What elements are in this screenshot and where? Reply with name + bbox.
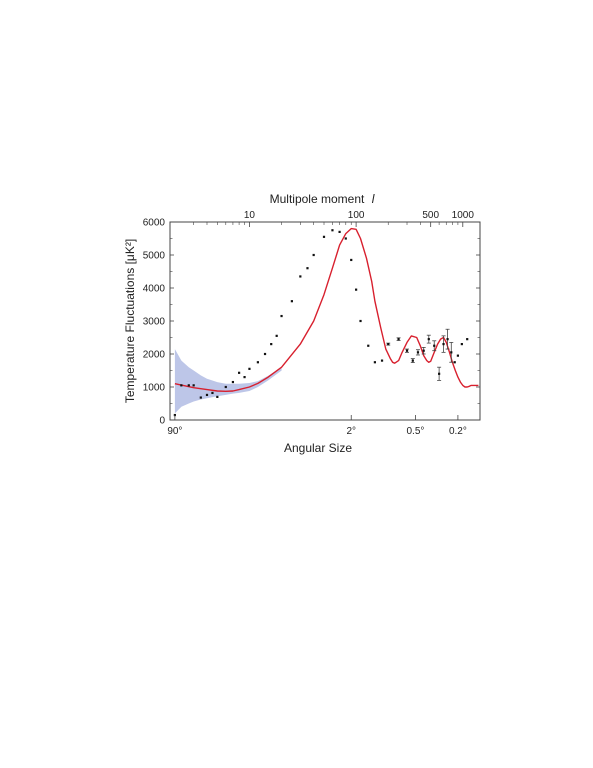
data-point xyxy=(350,258,353,262)
data-point xyxy=(338,230,341,233)
data-points-layer xyxy=(173,229,469,417)
top-axis-title-symbol: l xyxy=(372,192,375,206)
data-point xyxy=(344,237,347,240)
data-point xyxy=(446,338,449,341)
data-point xyxy=(270,343,273,346)
data-point xyxy=(216,395,219,398)
cosmic-variance-band xyxy=(174,349,282,414)
data-point xyxy=(442,343,445,346)
data-point xyxy=(460,343,463,346)
x-tick-label: 0.5° xyxy=(407,426,425,437)
data-point xyxy=(192,384,195,387)
data-point xyxy=(427,338,430,341)
data-point xyxy=(405,349,409,352)
y-tick-label: 6000 xyxy=(143,218,166,229)
data-point xyxy=(397,338,400,341)
top-tick-label: 1000 xyxy=(452,210,475,221)
data-point xyxy=(238,371,241,374)
data-point xyxy=(280,314,283,318)
data-point xyxy=(456,354,460,357)
data-point xyxy=(453,361,456,364)
data-point xyxy=(263,352,267,356)
data-point xyxy=(306,267,309,270)
data-point xyxy=(450,351,453,354)
data-point xyxy=(231,380,235,384)
data-point xyxy=(331,229,334,232)
data-point xyxy=(438,372,441,375)
y-tick-label: 3000 xyxy=(143,317,166,328)
data-point xyxy=(290,300,293,303)
y-tick-label: 5000 xyxy=(143,251,166,262)
x-tick-label: 0.2° xyxy=(449,426,467,437)
data-point xyxy=(367,344,370,347)
x-tick-label: 90° xyxy=(167,426,182,437)
data-point xyxy=(256,361,259,364)
ticks-layer: 0 1000 2000 3000 4000 5000 6000 10 100 500 1000 90°… xyxy=(143,210,480,437)
cosmic-variance-band-layer xyxy=(174,349,282,414)
data-point xyxy=(416,351,420,354)
data-point xyxy=(211,391,214,395)
x-axis-title: Angular Size xyxy=(284,441,352,455)
top-tick-label: 100 xyxy=(348,210,365,221)
model-curve-layer xyxy=(174,227,479,392)
data-point xyxy=(243,376,246,379)
top-axis-title: Multipole moment l xyxy=(270,192,375,206)
data-point xyxy=(199,396,202,399)
y-tick-label: 2000 xyxy=(143,350,166,361)
data-point xyxy=(355,288,358,291)
top-tick-label: 10 xyxy=(244,210,256,221)
data-point xyxy=(180,384,183,387)
data-point xyxy=(205,393,209,397)
y-tick-label: 1000 xyxy=(143,383,166,394)
data-point xyxy=(387,343,390,346)
y-tick-label: 0 xyxy=(159,416,165,427)
y-axis-title: Temperature Fluctuations [μK²] xyxy=(123,239,137,403)
model-curve xyxy=(174,227,479,392)
data-point xyxy=(312,253,315,257)
data-point xyxy=(248,367,251,370)
data-point xyxy=(359,319,362,323)
data-point xyxy=(187,384,190,387)
y-tick-label: 4000 xyxy=(143,284,166,295)
data-point xyxy=(322,235,326,238)
data-point xyxy=(299,275,302,278)
data-point xyxy=(433,344,436,347)
x-tick-label: 2° xyxy=(346,426,356,437)
data-point xyxy=(224,385,227,389)
top-tick-label: 500 xyxy=(422,210,439,221)
data-point xyxy=(411,359,414,362)
data-point xyxy=(380,359,384,362)
data-point xyxy=(373,361,376,364)
data-point xyxy=(275,334,278,337)
top-axis-title-text: Multipole moment xyxy=(270,192,365,206)
data-point xyxy=(422,349,425,352)
data-point xyxy=(466,338,469,341)
